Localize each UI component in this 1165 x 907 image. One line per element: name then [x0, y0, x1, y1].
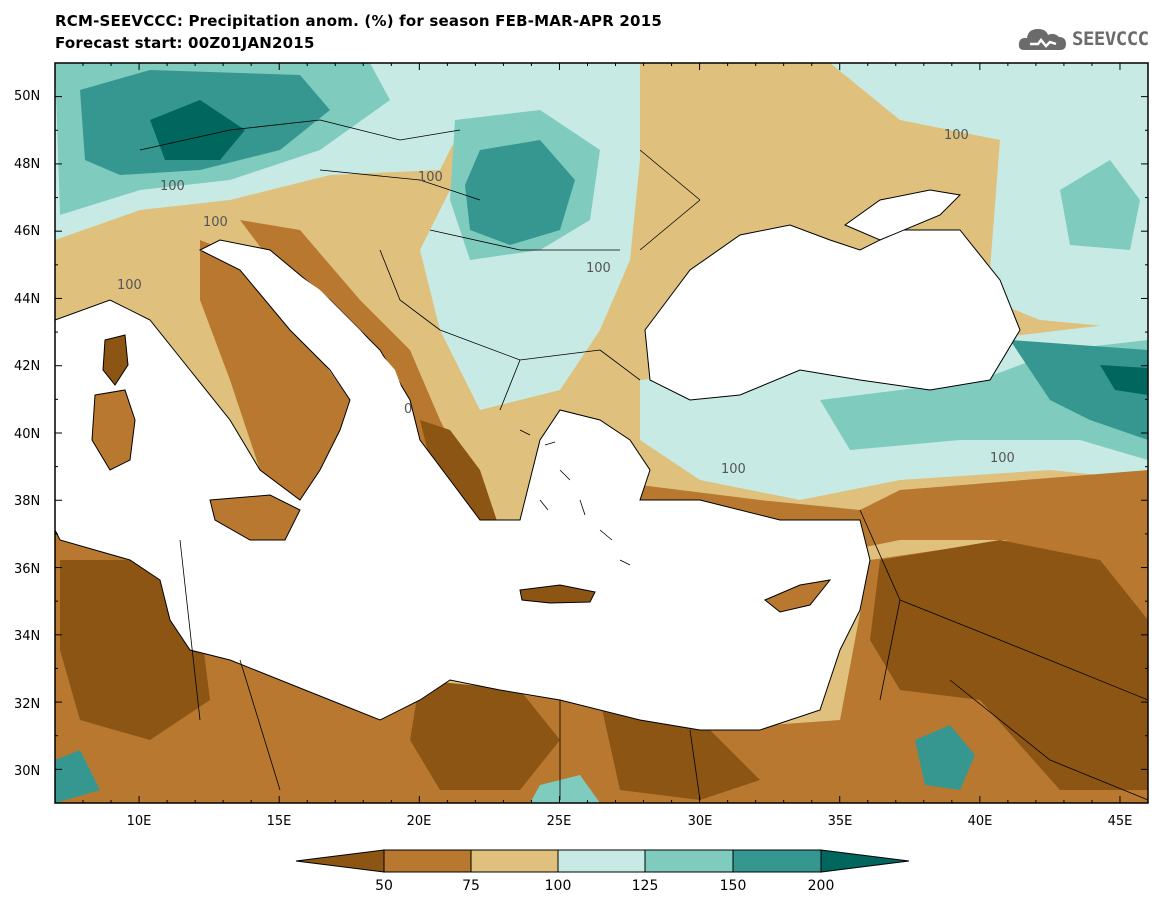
lat-tick-label: 34N: [14, 629, 40, 644]
dry-region-levant-strong: [870, 540, 1148, 790]
corsica: [102, 334, 129, 386]
colorbar-segment-50-75: [383, 849, 472, 873]
aegean-islands: [519, 429, 631, 566]
lat-tick-label: 48N: [14, 157, 40, 172]
mediterranean-sea: [55, 239, 871, 731]
colorbar-label: 50: [375, 878, 393, 894]
wet-region-caucasus-strong: [1010, 340, 1148, 440]
colorbar-segment-100-125: [557, 849, 646, 873]
wet-pocket-jordan: [915, 725, 975, 790]
wet-region-carpathian-strong: [465, 140, 575, 245]
wet-region-central-europe-core: [150, 100, 245, 160]
country-borders: [139, 119, 1148, 801]
dry-region-sinai: [600, 700, 760, 800]
map-title: RCM-SEEVCCC: Precipitation anom. (%) for…: [55, 12, 662, 30]
lon-tick-label: 35E: [828, 814, 853, 829]
wet-region-caucasus-core: [1100, 365, 1148, 395]
lon-tick-label: 20E: [407, 814, 432, 829]
contour-label: 100: [990, 451, 1015, 466]
contour-label: 100: [586, 261, 611, 276]
lat-tick-label: 30N: [14, 764, 40, 779]
wet-region-east-mod: [1060, 160, 1140, 250]
lat-tick-label: 50N: [14, 89, 40, 104]
latitude-labels: 50N 48N 46N 44N 42N 40N 38N 36N 34N 32N …: [14, 89, 40, 779]
lat-tick-label: 36N: [14, 562, 40, 577]
seevccc-logo: SEEVCCC: [1016, 22, 1156, 56]
cyprus: [764, 579, 832, 613]
colorbar-segment-above-200: [820, 849, 910, 873]
axis-ticks: [55, 63, 1149, 803]
colorbar-segment-below-50: [295, 849, 385, 873]
lon-tick-label: 40E: [968, 814, 993, 829]
colorbar-segment-150-200: [732, 849, 822, 873]
contour-label: 100: [418, 170, 443, 185]
lat-tick-label: 44N: [14, 292, 40, 307]
lon-tick-label: 45E: [1108, 814, 1133, 829]
logo-text: SEEVCCC: [1072, 28, 1149, 50]
cloud-icon: [1018, 29, 1066, 50]
lat-tick-label: 40N: [14, 427, 40, 442]
adriatic-sea: [235, 255, 410, 410]
azov-sea: [843, 189, 962, 241]
contour-labels: 100 100 100 100 100 100 100 100 0: [117, 128, 1015, 477]
lon-tick-label: 15E: [267, 814, 292, 829]
lon-tick-label: 25E: [547, 814, 572, 829]
forecast-start: Forecast start: 00Z01JAN2015: [55, 34, 315, 52]
contour-label: 100: [160, 179, 185, 194]
wet-pocket-egypt: [530, 775, 600, 803]
lon-tick-label: 10E: [127, 814, 152, 829]
colorbar-segment-125-150: [644, 849, 734, 873]
contour-label: 100: [721, 462, 746, 477]
crete: [519, 584, 596, 604]
colorbar-label: 100: [545, 878, 572, 894]
colorbar-label: 75: [462, 878, 480, 894]
lat-tick-label: 42N: [14, 359, 40, 374]
contour-label: 100: [117, 278, 142, 293]
dry-region-greece: [420, 420, 500, 540]
dry-region-north-africa: [55, 520, 1148, 803]
colorbar-label: 125: [632, 878, 659, 894]
colorbar-label: 200: [808, 878, 835, 894]
contour-label: 100: [203, 215, 228, 230]
dry-region-egypt-strong: [410, 680, 560, 790]
colorbar-label: 150: [720, 878, 747, 894]
lat-tick-label: 46N: [14, 224, 40, 239]
dry-region-italy: [200, 240, 350, 500]
lon-tick-label: 30E: [688, 814, 713, 829]
colorbar: 50 75 100 125 150 200: [295, 849, 910, 894]
lat-tick-label: 38N: [14, 494, 40, 509]
sardinia: [91, 389, 136, 471]
lat-tick-label: 32N: [14, 697, 40, 712]
wet-pocket-algeria: [55, 750, 100, 803]
wet-region-east: [640, 63, 1148, 330]
sicily: [209, 494, 301, 541]
contour-label: 0: [404, 402, 412, 417]
black-sea: [644, 224, 1021, 401]
map-plot-area: [55, 63, 1148, 803]
longitude-labels: 10E 15E 20E 25E 30E 35E 40E 45E: [127, 814, 1133, 829]
colorbar-segment-75-100: [470, 849, 559, 873]
contour-label: 100: [944, 128, 969, 143]
